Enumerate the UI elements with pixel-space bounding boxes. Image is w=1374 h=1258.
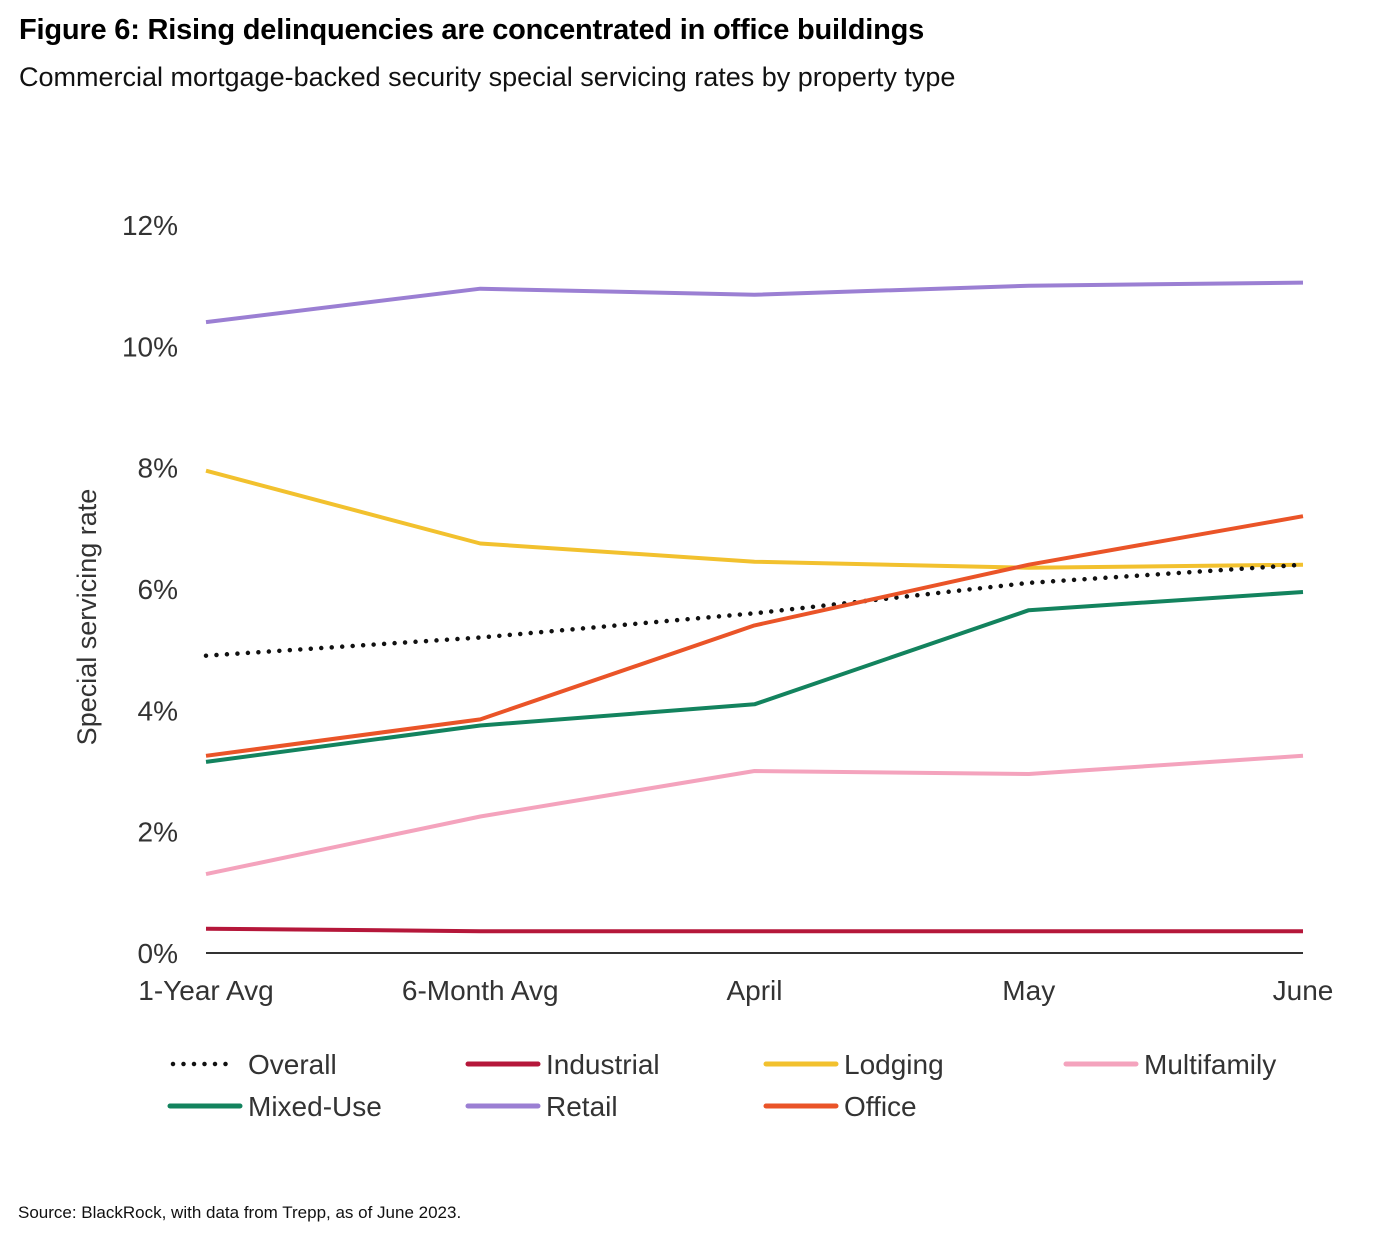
x-tick-label: 1-Year Avg bbox=[138, 975, 273, 1006]
series-line-industrial bbox=[205, 926, 1303, 934]
y-tick-label: 12% bbox=[122, 210, 178, 241]
legend-label: Retail bbox=[546, 1091, 618, 1122]
legend-label: Industrial bbox=[546, 1049, 660, 1080]
y-tick-label: 0% bbox=[138, 938, 178, 969]
chart-subtitle: Commercial mortgage-backed security spec… bbox=[19, 62, 956, 92]
legend-item-retail: Retail bbox=[465, 1091, 618, 1122]
x-tick-label: June bbox=[1273, 975, 1334, 1006]
series-line-overall bbox=[203, 562, 1306, 658]
legend-item-overall: Overall bbox=[170, 1049, 337, 1080]
legend-label: Multifamily bbox=[1144, 1049, 1276, 1080]
x-tick-label: April bbox=[726, 975, 782, 1006]
legend: Overall Industrial Lodging Multifamily Mixed… bbox=[167, 1049, 1276, 1122]
x-tick-label: May bbox=[1002, 975, 1055, 1006]
legend-label: Lodging bbox=[844, 1049, 944, 1080]
y-tick-label: 2% bbox=[138, 817, 178, 848]
y-tick-label: 10% bbox=[122, 331, 178, 362]
legend-label: Overall bbox=[248, 1049, 337, 1080]
y-axis-ticks: 0% 2% 4% 6% 8% 10% 12% bbox=[122, 210, 178, 969]
x-axis-ticks: 1-Year Avg 6-Month Avg April May June bbox=[138, 975, 1333, 1006]
series-line-lodging bbox=[205, 468, 1304, 570]
series-line-retail bbox=[205, 280, 1304, 325]
legend-item-office: Office bbox=[763, 1091, 917, 1122]
y-tick-label: 4% bbox=[138, 695, 178, 726]
legend-item-multifamily: Multifamily bbox=[1063, 1049, 1276, 1080]
y-axis-title: Special servicing rate bbox=[72, 489, 102, 746]
series-line-multifamily bbox=[205, 753, 1304, 877]
legend-label: Office bbox=[844, 1091, 917, 1122]
legend-label: Mixed-Use bbox=[248, 1091, 382, 1122]
y-tick-label: 6% bbox=[138, 574, 178, 605]
series-lines bbox=[203, 280, 1306, 934]
series-line-mixed-use bbox=[205, 590, 1304, 764]
y-tick-label: 8% bbox=[138, 453, 178, 484]
x-tick-label: 6-Month Avg bbox=[402, 975, 559, 1006]
source-note: Source: BlackRock, with data from Trepp,… bbox=[18, 1203, 462, 1222]
legend-item-mixed-use: Mixed-Use bbox=[167, 1091, 382, 1122]
legend-item-lodging: Lodging bbox=[763, 1049, 944, 1080]
chart-title: Figure 6: Rising delinquencies are conce… bbox=[19, 14, 925, 46]
legend-item-industrial: Industrial bbox=[465, 1049, 660, 1080]
series-line-office bbox=[205, 514, 1304, 758]
